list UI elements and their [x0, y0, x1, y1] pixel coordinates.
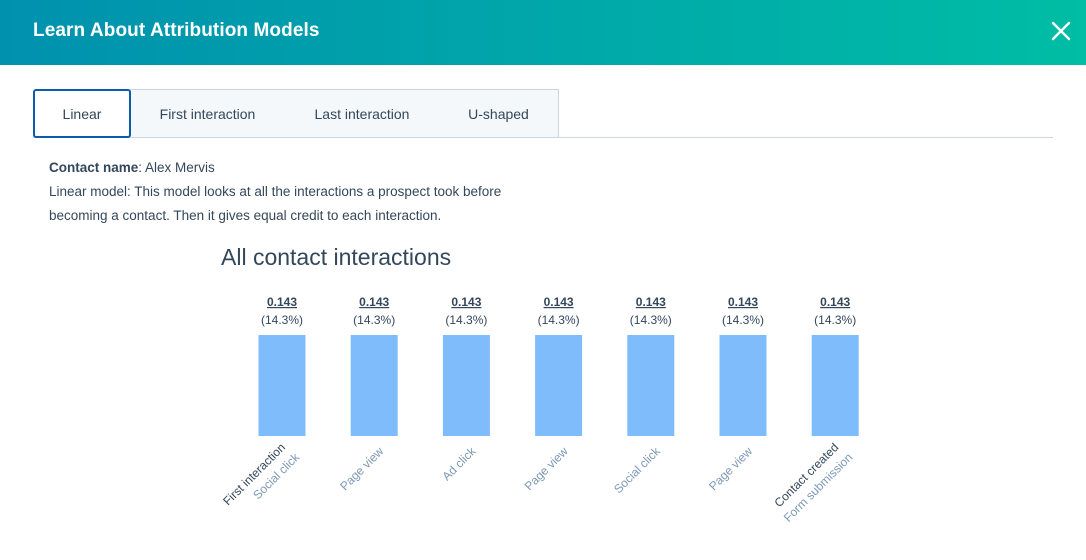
- description-line-1: Linear model: This model looks at all th…: [49, 184, 502, 199]
- model-tabs: Linear First interaction Last interactio…: [33, 89, 1053, 138]
- chart-title: All contact interactions: [221, 244, 452, 270]
- modal-title: Learn About Attribution Models: [33, 20, 320, 41]
- category-secondary-label: Page view: [337, 444, 386, 493]
- bar[interactable]: [350, 335, 398, 436]
- bar-value-label[interactable]: 0.143: [820, 295, 850, 309]
- category-secondary-label: Ad click: [439, 444, 479, 484]
- tab-linear[interactable]: Linear: [33, 89, 131, 138]
- description-line-2: becoming a contact. Then it gives equal …: [49, 208, 442, 223]
- bar-value-label[interactable]: 0.143: [267, 295, 297, 309]
- bar[interactable]: [719, 335, 767, 436]
- tab-u-shaped[interactable]: U-shaped: [439, 89, 559, 138]
- bar-percent-label: (14.3%): [722, 313, 764, 327]
- bar[interactable]: [535, 335, 583, 436]
- bar[interactable]: [442, 335, 490, 436]
- bar-value-label[interactable]: 0.143: [359, 295, 389, 309]
- bar-percent-label: (14.3%): [445, 313, 487, 327]
- model-description: Contact name: Alex Mervis Linear model: …: [49, 156, 501, 228]
- category-secondary-label: Page view: [522, 444, 571, 493]
- bar-value-label[interactable]: 0.143: [728, 295, 758, 309]
- bar-value-label[interactable]: 0.143: [636, 295, 666, 309]
- bar[interactable]: [627, 335, 675, 436]
- bar-percent-label: (14.3%): [538, 313, 580, 327]
- bar-percent-label: (14.3%): [261, 313, 303, 327]
- contact-name-value: : Alex Mervis: [138, 160, 215, 175]
- contact-name-label: Contact name: [49, 160, 139, 175]
- bar[interactable]: [258, 335, 306, 436]
- tab-first-interaction[interactable]: First interaction: [130, 89, 286, 138]
- bar-percent-label: (14.3%): [630, 313, 672, 327]
- bar-value-label[interactable]: 0.143: [544, 295, 574, 309]
- bar-percent-label: (14.3%): [814, 313, 856, 327]
- category-secondary-label: Page view: [706, 444, 755, 493]
- modal-header: Learn About Attribution Models: [0, 0, 1086, 65]
- bar-value-label[interactable]: 0.143: [451, 295, 481, 309]
- category-secondary-label: Social click: [611, 444, 664, 497]
- close-icon[interactable]: [1050, 20, 1072, 42]
- bar[interactable]: [811, 335, 859, 436]
- bar-percent-label: (14.3%): [353, 313, 395, 327]
